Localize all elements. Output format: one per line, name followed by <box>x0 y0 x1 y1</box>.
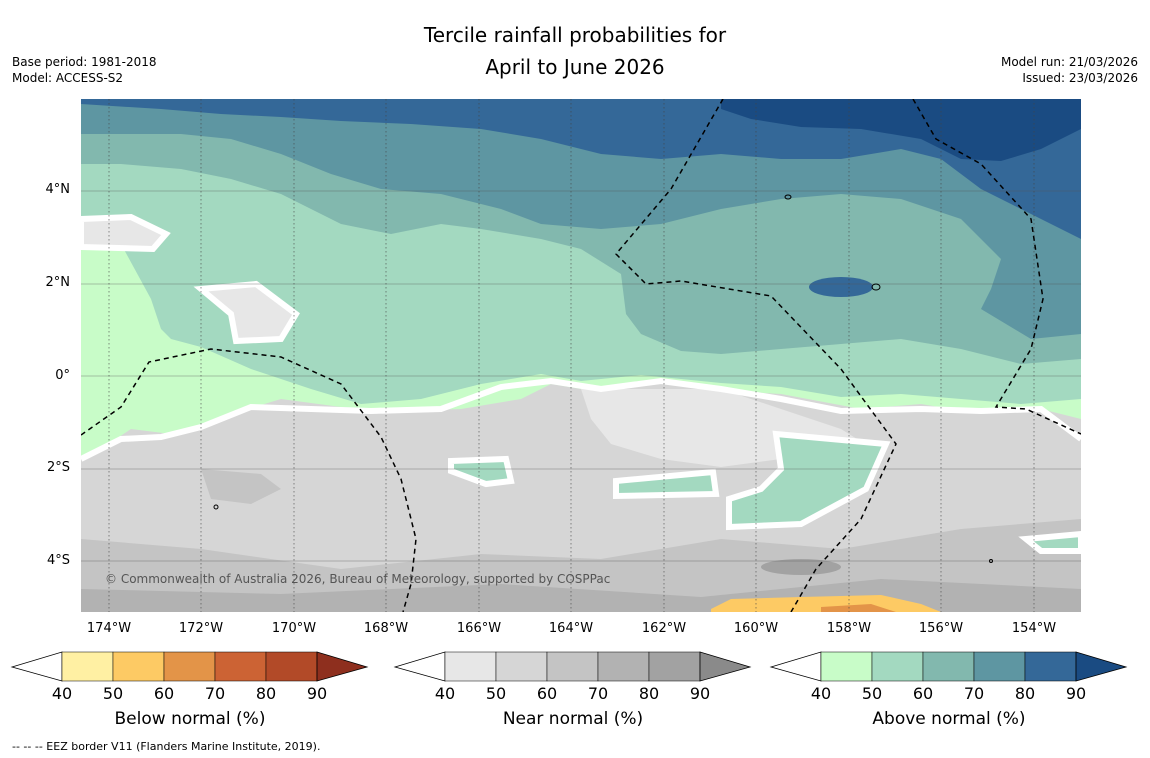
latitude-lines <box>81 190 1081 562</box>
colorbar-segment <box>597 651 650 682</box>
legend-tick-label: 50 <box>102 684 124 703</box>
near-normal-patch-south-west <box>201 469 281 504</box>
model-name: Model: ACCESS-S2 <box>12 71 124 85</box>
below-normal-patch <box>711 595 941 612</box>
colorbar-segment <box>444 651 497 682</box>
legend-tick-label: 80 <box>255 684 277 703</box>
eez-footnote: -- -- -- EEZ border V11 (Flanders Marine… <box>12 740 321 753</box>
above-normal-band-90 <box>721 99 1081 161</box>
colorbar-below-normal <box>10 651 369 682</box>
legend-label-above-normal: Above normal (%) <box>872 709 1026 729</box>
colorbar-segment <box>163 651 216 682</box>
lon-tick-164w: 164°W <box>548 621 594 636</box>
colorbar-segment <box>214 651 267 682</box>
above-normal-patch-north <box>809 277 873 297</box>
meta-right: Model run: 21/03/2026 Issued: 23/03/2026 <box>1001 54 1138 86</box>
legend-tick-label: 50 <box>861 684 883 703</box>
base-period: Base period: 1981-2018 <box>12 55 157 69</box>
issued-date: Issued: 23/03/2026 <box>1022 71 1138 85</box>
above-normal-island-3 <box>726 430 891 531</box>
colorbar-segment <box>922 651 975 682</box>
colorbar-segment <box>973 651 1026 682</box>
meta-left: Base period: 1981-2018 Model: ACCESS-S2 <box>12 54 157 86</box>
copyright-note: © Commonwealth of Australia 2026, Bureau… <box>105 572 611 586</box>
map-canvas <box>81 99 1081 612</box>
legend-tick-label: 80 <box>1014 684 1036 703</box>
rainfall-map <box>81 99 1081 612</box>
eez-border <box>81 99 1081 612</box>
near-normal-patch-west <box>81 213 171 253</box>
above-normal-band-80 <box>81 99 1081 239</box>
legend-tick-label: 40 <box>434 684 456 703</box>
legend-tick-label: 70 <box>587 684 609 703</box>
above-normal-island-1 <box>448 455 515 488</box>
lon-tick-166w: 166°W <box>456 621 502 636</box>
legend-tick-label: 90 <box>1065 684 1087 703</box>
legend-tick-label: 80 <box>638 684 660 703</box>
graticule <box>108 99 1035 612</box>
lon-tick-158w: 158°W <box>826 621 872 636</box>
legend-tick-label: 90 <box>306 684 328 703</box>
above-normal-island-2 <box>613 468 720 500</box>
lon-tick-160w: 160°W <box>733 621 779 636</box>
legend-colorbars <box>10 651 1128 682</box>
colorbar-near-normal <box>393 651 752 682</box>
legend-tick-label: 70 <box>963 684 985 703</box>
lon-tick-174w: 174°W <box>86 621 132 636</box>
legend-tick-label: 90 <box>689 684 711 703</box>
lat-tick-0: 0° <box>55 368 70 383</box>
lat-tick-4n: 4°N <box>45 182 71 197</box>
lon-tick-162w: 162°W <box>641 621 687 636</box>
lon-tick-156w: 156°W <box>918 621 964 636</box>
legend-tick-label: 60 <box>536 684 558 703</box>
map-title: Tercile rainfall probabilities for April… <box>0 19 1150 83</box>
title-line-1: Tercile rainfall probabilities for <box>423 23 727 47</box>
legend-tick-label: 60 <box>912 684 934 703</box>
legend-label-near-normal: Near normal (%) <box>502 709 644 729</box>
colorbar-under-arrow <box>10 651 63 682</box>
lon-tick-168w: 168°W <box>363 621 409 636</box>
lat-tick-4s: 4°S <box>46 553 70 568</box>
lat-tick-2s: 2°S <box>46 460 70 475</box>
colorbar-segment <box>495 651 548 682</box>
colorbar-under-arrow <box>769 651 822 682</box>
legend-tick-label: 70 <box>204 684 226 703</box>
colorbar-segment <box>61 651 114 682</box>
legend-label-below-normal: Below normal (%) <box>114 709 266 729</box>
lon-tick-170w: 170°W <box>271 621 317 636</box>
model-run: Model run: 21/03/2026 <box>1000 55 1138 69</box>
colorbar-segment <box>871 651 924 682</box>
colorbar-segment <box>1024 651 1077 682</box>
colorbar-segment <box>546 651 599 682</box>
colorbar-over-arrow <box>316 651 369 682</box>
near-normal-patch-80 <box>761 559 841 575</box>
lon-tick-154w: 154°W <box>1011 621 1057 636</box>
colorbar-above-normal <box>769 651 1128 682</box>
islands <box>213 194 993 563</box>
below-normal-patch-60 <box>821 604 896 612</box>
colorbar-segment <box>112 651 165 682</box>
title-line-2: April to June 2026 <box>485 55 665 79</box>
colorbar-segment <box>648 651 701 682</box>
legend-tick-label: 50 <box>485 684 507 703</box>
legend-tick-label: 40 <box>51 684 73 703</box>
colorbar-over-arrow <box>1075 651 1128 682</box>
lon-tick-172w: 172°W <box>178 621 224 636</box>
legend-tick-label: 40 <box>810 684 832 703</box>
colorbar-segment <box>265 651 318 682</box>
lat-tick-2n: 2°N <box>45 275 71 290</box>
above-normal-island-4 <box>1018 530 1081 554</box>
colorbar-over-arrow <box>699 651 752 682</box>
legend-tick-label: 60 <box>153 684 175 703</box>
colorbar-under-arrow <box>393 651 446 682</box>
colorbar-segment <box>820 651 873 682</box>
